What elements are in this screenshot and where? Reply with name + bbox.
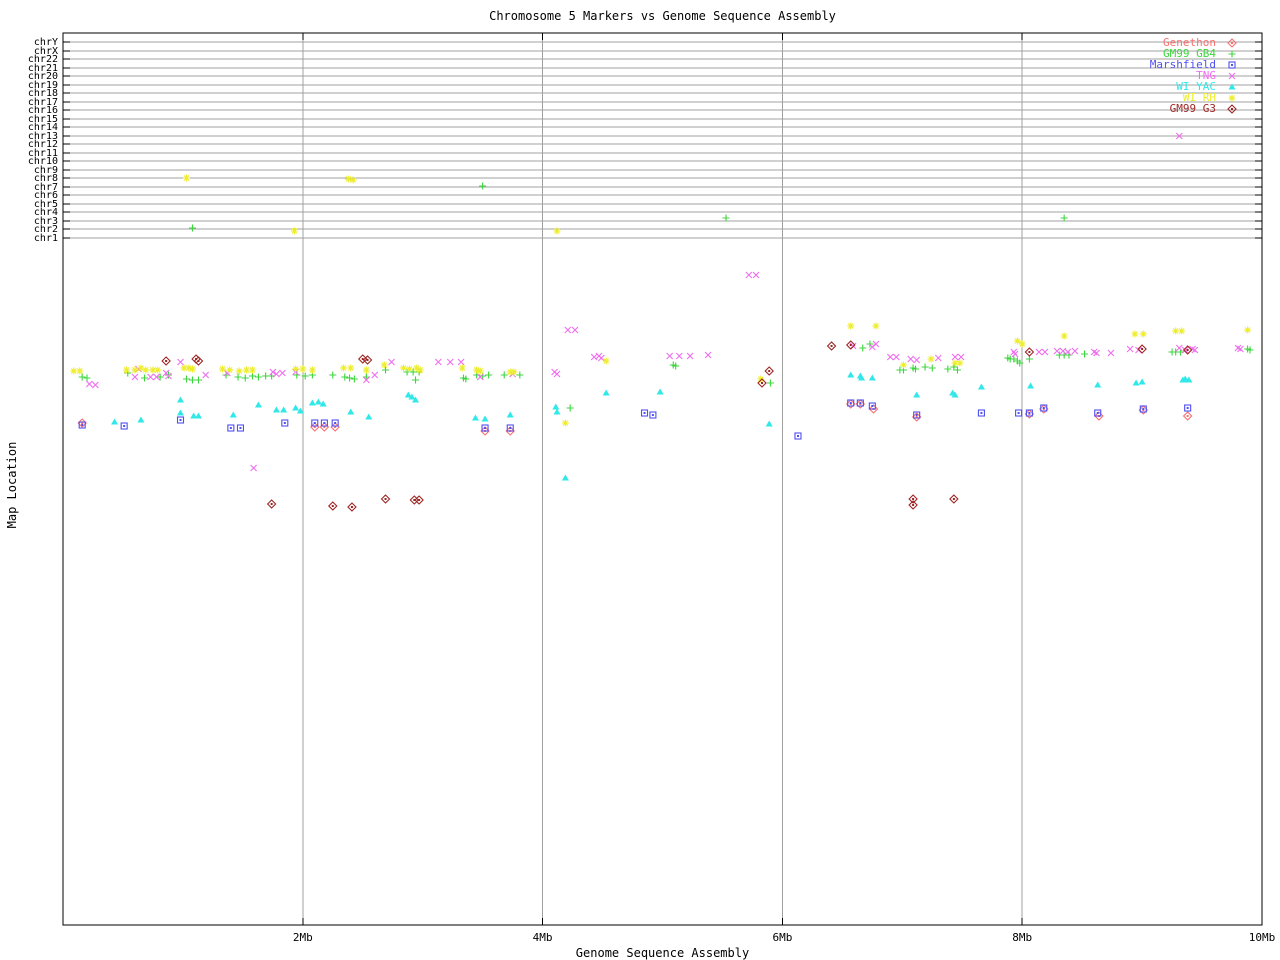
svg-text:chr3: chr3 xyxy=(34,216,58,227)
svg-text:chr20: chr20 xyxy=(28,71,58,82)
svg-text:chr7: chr7 xyxy=(34,182,58,193)
svg-text:chr2: chr2 xyxy=(34,224,58,235)
series-gm99-gb4 xyxy=(78,182,1254,412)
svg-text:chr17: chr17 xyxy=(28,97,58,108)
gm99-g3-marker-icon xyxy=(1227,103,1237,114)
svg-text:10Mb: 10Mb xyxy=(1249,931,1276,944)
svg-text:chrX: chrX xyxy=(34,46,58,57)
legend-item-label: WI YAC xyxy=(1176,80,1216,93)
legend-item-gm99-g3: GM99 G3 xyxy=(1150,103,1238,114)
svg-text:chr14: chr14 xyxy=(28,122,58,133)
svg-text:chr16: chr16 xyxy=(28,105,58,116)
svg-text:chr18: chr18 xyxy=(28,88,58,99)
legend-item-label: Genethon xyxy=(1163,36,1216,49)
svg-text:chr19: chr19 xyxy=(28,80,58,91)
legend-item-wi-rh: WI RH xyxy=(1150,92,1238,103)
svg-text:chrY: chrY xyxy=(34,37,58,48)
series-gm99-g3 xyxy=(161,340,1193,512)
legend-item-tng: TNG xyxy=(1150,70,1238,81)
wi-yac-marker-icon xyxy=(1228,83,1236,89)
svg-text:chr6: chr6 xyxy=(34,190,58,201)
svg-text:4Mb: 4Mb xyxy=(533,931,553,944)
svg-text:chr5: chr5 xyxy=(34,199,58,210)
series-tng xyxy=(85,132,1244,472)
svg-text:chr4: chr4 xyxy=(34,207,58,218)
svg-text:chr22: chr22 xyxy=(28,54,58,65)
x-axis-title: Genome Sequence Assembly xyxy=(575,946,750,960)
gm99-gb4-marker-icon xyxy=(1228,50,1236,57)
legend-item-genethon: Genethon xyxy=(1150,37,1238,48)
svg-text:chr1: chr1 xyxy=(34,233,58,244)
svg-text:6Mb: 6Mb xyxy=(772,931,792,944)
svg-text:chr12: chr12 xyxy=(28,139,58,150)
svg-text:chr11: chr11 xyxy=(28,148,58,159)
legend-item-label: WI RH xyxy=(1182,91,1216,104)
legend-item-gm99-gb4: GM99 GB4 xyxy=(1150,48,1238,59)
svg-text:chr15: chr15 xyxy=(28,114,58,125)
legend-item-wi-yac: WI YAC xyxy=(1150,81,1238,92)
chart-title: Chromosome 5 Markers vs Genome Sequence … xyxy=(489,9,836,23)
series-wi-yac xyxy=(111,371,1193,481)
series-marshfield xyxy=(78,399,1192,440)
plot-border xyxy=(62,32,1263,926)
legend-item-label: GM99 GB4 xyxy=(1163,47,1216,60)
series-genethon xyxy=(77,399,1193,436)
legend-item-label: GM99 G3 xyxy=(1169,102,1216,115)
svg-text:2Mb: 2Mb xyxy=(293,931,313,944)
svg-text:chr21: chr21 xyxy=(28,63,58,74)
y-axis-title: Map Location xyxy=(5,441,19,529)
wi-rh-marker-icon xyxy=(1228,94,1236,101)
axis-ticks xyxy=(63,33,1263,925)
series-wi-rh xyxy=(70,174,1252,427)
marshfield-marker-icon xyxy=(1228,60,1236,69)
legend-item-label: Marshfield xyxy=(1149,58,1216,71)
chromosome-labels: chrYchrXchr22chr21chr20chr19chr18chr17ch… xyxy=(28,37,58,244)
svg-text:chr13: chr13 xyxy=(28,131,58,142)
svg-text:chr10: chr10 xyxy=(28,156,58,167)
genethon-marker-icon xyxy=(1227,37,1237,48)
svg-text:8Mb: 8Mb xyxy=(1012,931,1032,944)
tng-marker-icon xyxy=(1228,72,1236,79)
x-tick-labels: 2Mb 4Mb 6Mb 8Mb 10Mb xyxy=(293,931,1275,944)
legend: Genethon GM99 GB4 Marshfield TNG WI YAC WI RH… xyxy=(1150,37,1238,114)
legend-item-marshfield: Marshfield xyxy=(1150,59,1238,70)
svg-text:chr8: chr8 xyxy=(34,173,58,184)
legend-item-label: TNG xyxy=(1196,69,1216,82)
svg-text:chr9: chr9 xyxy=(34,165,58,176)
gridlines xyxy=(63,33,1262,925)
